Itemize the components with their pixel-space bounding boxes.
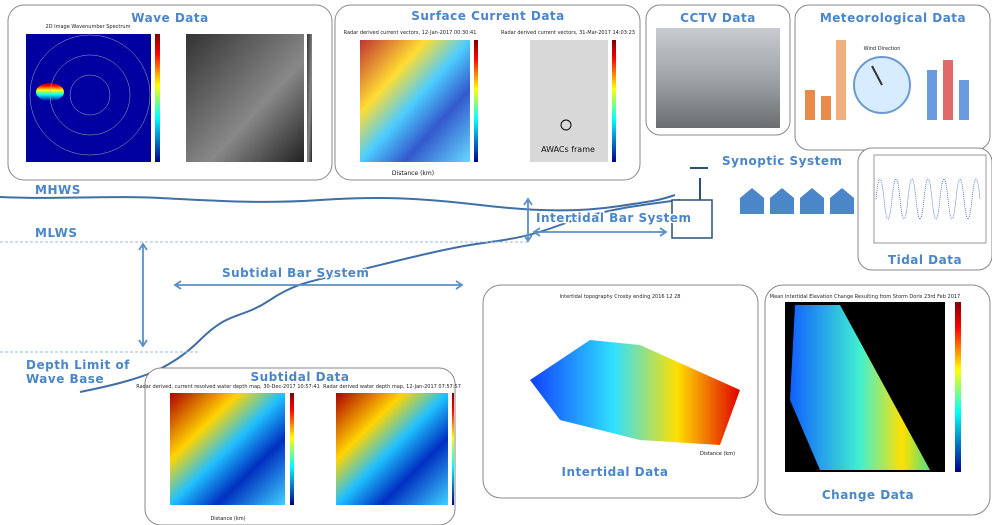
panel-title: Subtidal Data	[251, 370, 350, 384]
panel-title: CCTV Data	[680, 11, 756, 25]
depth-limit-label: Depth Limit of	[26, 358, 130, 372]
panel-title: Change Data	[822, 488, 914, 502]
mlws-label: MLWS	[35, 226, 78, 240]
current-panel: Radar derived current vectors, 12-Jan-20…	[334, 4, 641, 181]
x-label: Distance (km)	[700, 451, 735, 457]
intertidal-panel: Intertidal topography Crosby ending 2016…	[482, 284, 759, 499]
panel-title: Surface Current Data	[411, 9, 565, 23]
intertidal-bar-label: Intertidal Bar System	[536, 211, 691, 225]
plot-title: Intertidal topography Crosby ending 2016…	[560, 294, 681, 300]
wave-panel: 2D Image Wavenumber Spectrum Wave Data	[7, 4, 333, 181]
met-panel: Wind Direction Meteorological Data	[794, 4, 991, 151]
panel-title: Intertidal Data	[561, 465, 668, 479]
panel-title: Meteorological Data	[820, 11, 966, 25]
cctv-panel: CCTV Data	[645, 4, 791, 136]
plot-title: 2D Image Wavenumber Spectrum	[46, 24, 131, 30]
mhws-label: MHWS	[35, 183, 81, 197]
subtidal-arrow	[173, 280, 464, 290]
building	[671, 199, 713, 239]
change-panel: Mean Intertidal Elevation Change Resulti…	[764, 284, 991, 516]
plot-title: Radar derived current vectors, 31-Mar-20…	[501, 30, 635, 36]
intertidal-arrow	[532, 227, 668, 237]
subtidal-bar-label: Subtidal Bar System	[222, 266, 369, 280]
mhws-line	[0, 194, 676, 212]
x-label: Distance (km)	[210, 516, 245, 522]
plot-title: Radar derived, current resolved water de…	[136, 384, 320, 390]
x-label: Distance (km)	[392, 170, 434, 177]
depth-limit-label: Wave Base	[26, 372, 104, 386]
annotation: AWACs frame	[541, 145, 595, 154]
subtidal-panel: Radar derived, current resolved water de…	[136, 367, 461, 525]
seabed-line	[79, 199, 681, 393]
dial-label: Wind Direction	[864, 46, 901, 52]
tower	[690, 167, 708, 200]
panel-title: Tidal Data	[888, 253, 962, 267]
plot-title: Radar derived current vectors, 12-Jan-20…	[344, 30, 477, 36]
panel-title: Wave Data	[131, 11, 208, 25]
plot-title: Mean Intertidal Elevation Change Resulti…	[770, 294, 961, 300]
tide-arrow	[523, 197, 533, 243]
synoptic-label: Synoptic System	[722, 154, 842, 168]
houses	[740, 188, 854, 214]
depth-arrow	[138, 242, 148, 348]
plot-title: Radar derived water depth map, 12-Jan-20…	[323, 384, 461, 390]
tidal-panel: Tidal Data	[857, 147, 992, 271]
